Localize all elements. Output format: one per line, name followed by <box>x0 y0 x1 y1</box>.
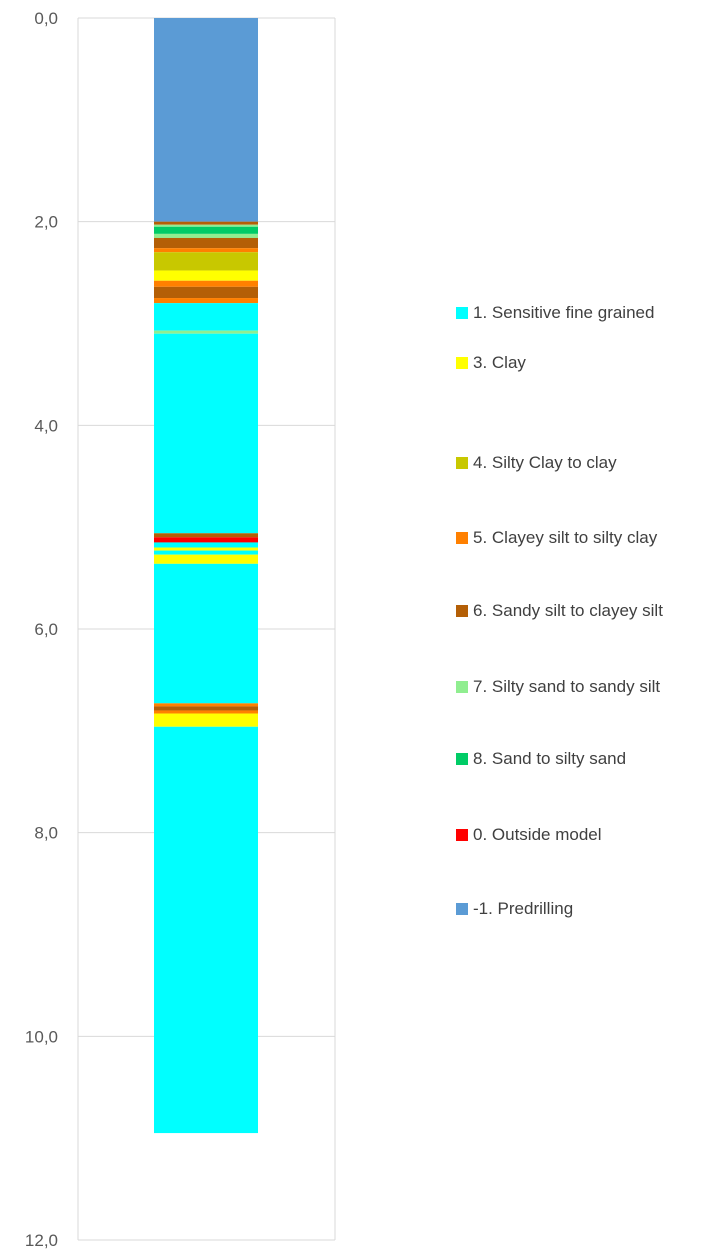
legend-item: -1. Predrilling <box>456 896 696 922</box>
soil-layer-bar <box>154 333 258 534</box>
soil-layer-bar <box>154 270 258 281</box>
soil-layer-bar <box>154 710 258 714</box>
legend-swatch <box>456 457 468 469</box>
soil-layer-bar <box>154 706 258 711</box>
soil-layer-bar <box>154 298 258 304</box>
soil-layer-bar <box>154 533 258 538</box>
legend-label: 8. Sand to silty sand <box>473 749 627 768</box>
legend-swatch <box>456 753 468 765</box>
legend-swatch <box>456 903 468 915</box>
soil-layer-bar <box>154 303 258 331</box>
soil-layer-bar <box>154 286 258 299</box>
soil-layer-bar <box>154 248 258 253</box>
legend-item: 4. Silty Clay to clay <box>456 450 696 476</box>
soil-layer-bar <box>154 713 258 727</box>
soil-layer-bar <box>154 542 258 548</box>
soil-layer-bar <box>154 330 258 334</box>
y-tick-label: 10,0 <box>25 1027 58 1046</box>
y-tick-label: 12,0 <box>25 1231 58 1250</box>
legend-item: 5. Clayey silt to silty clay <box>456 525 696 551</box>
soil-layers-column <box>154 18 258 1134</box>
y-tick-label: 2,0 <box>34 213 58 232</box>
legend-label: 6. Sandy silt to clayey silt <box>473 601 663 620</box>
soil-layer-bar <box>154 550 258 555</box>
soil-layer-bar <box>154 224 258 227</box>
legend-swatch <box>456 357 468 369</box>
legend-item: 6. Sandy silt to clayey silt <box>456 598 696 624</box>
legend-label: 4. Silty Clay to clay <box>473 453 617 472</box>
legend-swatch <box>456 829 468 841</box>
soil-layer-bar <box>154 547 258 551</box>
y-axis-tick-labels: 0,0 2,0 4,0 6,0 8,0 10,0 12,0 <box>25 9 58 1250</box>
soil-layer-bar <box>154 703 258 707</box>
legend-label: -1. Predrilling <box>473 899 574 918</box>
y-tick-label: 4,0 <box>34 416 58 435</box>
soil-layer-bar <box>154 726 258 1134</box>
soil-layer-bar <box>154 226 258 234</box>
soil-layer-bar <box>154 280 258 287</box>
soil-layer-bar <box>154 252 258 271</box>
legend-swatch <box>456 532 468 544</box>
legend-label: 5. Clayey silt to silty clay <box>473 528 658 547</box>
soil-layer-bar <box>154 18 258 222</box>
legend-item: 7. Silty sand to sandy silt <box>456 674 696 700</box>
legend-swatch <box>456 605 468 617</box>
soil-layer-bar <box>154 554 258 564</box>
soil-layer-bar <box>154 233 258 238</box>
y-tick-label: 6,0 <box>34 620 58 639</box>
legend-item: 3. Clay <box>456 350 696 376</box>
legend-item: 0. Outside model <box>456 822 696 848</box>
legend-item: 8. Sand to silty sand <box>456 746 696 772</box>
legend-swatch <box>456 307 468 319</box>
legend-label: 3. Clay <box>473 353 526 372</box>
y-tick-label: 0,0 <box>34 9 58 28</box>
soil-layer-bar <box>154 563 258 704</box>
legend-label: 1. Sensitive fine grained <box>473 303 655 322</box>
soil-layer-bar <box>154 221 258 225</box>
legend-label: 0. Outside model <box>473 825 602 844</box>
soil-layer-bar <box>154 537 258 543</box>
legend-swatch <box>456 681 468 693</box>
legend-item: 1. Sensitive fine grained <box>456 300 696 326</box>
y-tick-label: 8,0 <box>34 824 58 843</box>
legend-label: 7. Silty sand to sandy silt <box>473 677 661 696</box>
soil-layer-bar <box>154 237 258 249</box>
